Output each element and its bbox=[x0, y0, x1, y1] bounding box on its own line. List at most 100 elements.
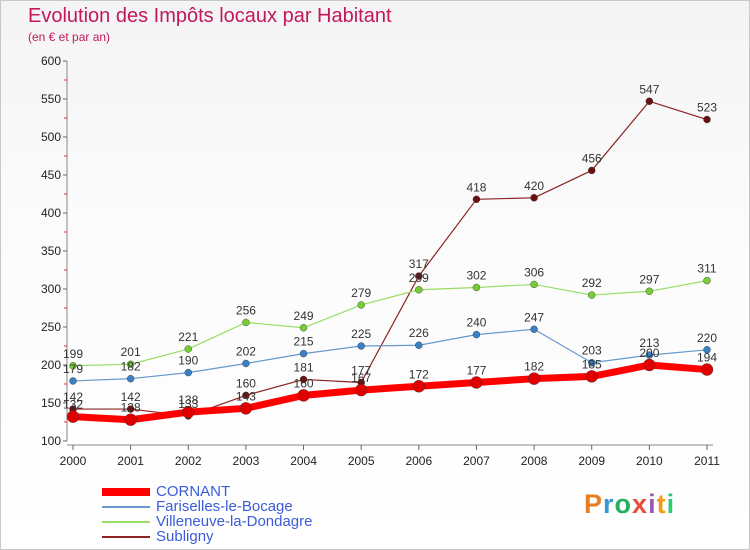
data-label: 142 bbox=[121, 390, 141, 404]
y-tick-label: 350 bbox=[41, 244, 61, 258]
y-tick-label: 300 bbox=[41, 282, 61, 296]
data-label: 292 bbox=[582, 276, 602, 290]
data-point bbox=[415, 272, 423, 280]
data-point bbox=[182, 405, 195, 419]
x-tick-label: 2010 bbox=[636, 454, 663, 468]
data-label: 172 bbox=[409, 367, 429, 381]
data-label: 132 bbox=[63, 398, 83, 412]
y-tick-label: 450 bbox=[41, 168, 61, 182]
legend-label: CORNANT bbox=[156, 483, 231, 500]
legend-swatch bbox=[102, 488, 150, 496]
series-line-2 bbox=[72, 280, 708, 367]
data-label: 317 bbox=[409, 257, 429, 271]
data-point bbox=[69, 362, 77, 370]
data-point bbox=[299, 324, 308, 332]
data-point bbox=[530, 325, 538, 333]
data-label: 256 bbox=[236, 303, 256, 317]
data-label: 160 bbox=[294, 376, 314, 390]
data-point bbox=[700, 363, 714, 376]
data-label: 194 bbox=[697, 351, 717, 365]
data-point bbox=[588, 166, 596, 175]
data-label: 190 bbox=[178, 354, 198, 368]
data-label: 220 bbox=[697, 331, 717, 345]
data-point bbox=[242, 318, 250, 327]
data-label: 179 bbox=[63, 362, 83, 376]
x-tick-label: 2008 bbox=[521, 454, 548, 468]
data-label: 185 bbox=[582, 357, 602, 371]
data-label: 177 bbox=[466, 363, 486, 377]
data-point bbox=[299, 349, 308, 358]
data-label: 215 bbox=[294, 335, 314, 349]
y-tick-label: 600 bbox=[41, 54, 61, 68]
data-point bbox=[527, 372, 541, 385]
data-point bbox=[239, 402, 253, 415]
data-label: 160 bbox=[236, 376, 256, 390]
data-point bbox=[645, 351, 654, 359]
data-label: 418 bbox=[466, 180, 486, 194]
data-point bbox=[472, 330, 481, 339]
legend-swatch bbox=[102, 506, 150, 508]
y-tick-label: 400 bbox=[41, 206, 61, 220]
data-label: 128 bbox=[121, 401, 141, 415]
data-label: 167 bbox=[351, 371, 371, 385]
chart-subtitle: (en € et par an) bbox=[28, 30, 111, 44]
data-point bbox=[126, 374, 135, 383]
data-point bbox=[472, 195, 481, 204]
series-line-0 bbox=[69, 361, 711, 424]
x-tick-label: 2005 bbox=[348, 454, 375, 468]
data-label: 306 bbox=[524, 265, 544, 279]
y-tick-label: 550 bbox=[41, 92, 61, 106]
x-tick-label: 2007 bbox=[463, 454, 490, 468]
data-point bbox=[357, 342, 365, 350]
data-point bbox=[415, 341, 423, 349]
data-point bbox=[124, 413, 137, 426]
data-label: 213 bbox=[639, 336, 659, 350]
data-point bbox=[242, 359, 250, 368]
data-point bbox=[645, 97, 654, 105]
data-point bbox=[530, 194, 538, 202]
legend-label: Fariselles-le-Bocage bbox=[156, 498, 293, 515]
y-tick-label: 150 bbox=[41, 396, 61, 410]
legend-label: Subligny bbox=[156, 528, 214, 545]
data-point bbox=[126, 405, 135, 413]
x-tick-label: 2003 bbox=[233, 454, 260, 468]
data-label: 302 bbox=[466, 268, 486, 282]
data-label: 138 bbox=[178, 393, 198, 407]
x-tick-label: 2011 bbox=[694, 454, 720, 468]
y-tick-label: 100 bbox=[41, 434, 61, 448]
data-point bbox=[530, 280, 538, 289]
data-point bbox=[354, 383, 368, 397]
data-point bbox=[299, 375, 308, 384]
data-label: 297 bbox=[639, 272, 659, 286]
data-label: 523 bbox=[697, 101, 717, 115]
data-label: 133 bbox=[178, 397, 198, 411]
y-tick-label: 500 bbox=[41, 130, 61, 144]
data-label: 547 bbox=[639, 82, 659, 96]
data-label: 200 bbox=[639, 346, 659, 360]
data-point bbox=[69, 377, 77, 385]
data-point bbox=[126, 360, 135, 368]
data-point bbox=[357, 301, 365, 309]
x-tick-label: 2009 bbox=[578, 454, 605, 468]
data-label: 203 bbox=[582, 344, 602, 358]
data-label: 311 bbox=[697, 262, 716, 276]
y-tick-label: 250 bbox=[41, 320, 61, 334]
data-label: 221 bbox=[178, 330, 198, 344]
data-point bbox=[66, 410, 80, 423]
x-tick-label: 2006 bbox=[405, 454, 432, 468]
chart-title: Evolution des Impôts locaux par Habitant bbox=[28, 5, 392, 27]
data-point bbox=[643, 358, 656, 372]
data-label: 199 bbox=[63, 347, 83, 361]
data-label: 182 bbox=[121, 360, 141, 374]
data-label: 177 bbox=[351, 363, 371, 377]
data-label: 299 bbox=[409, 271, 429, 285]
data-label: 456 bbox=[582, 151, 602, 165]
data-point bbox=[184, 345, 192, 353]
data-point bbox=[703, 276, 711, 285]
legend-label: Villeneuve-la-Dondagre bbox=[156, 513, 313, 530]
data-label: 202 bbox=[236, 344, 256, 358]
data-label: 201 bbox=[121, 345, 141, 359]
data-label: 143 bbox=[236, 389, 256, 403]
series-line-1 bbox=[72, 328, 708, 382]
